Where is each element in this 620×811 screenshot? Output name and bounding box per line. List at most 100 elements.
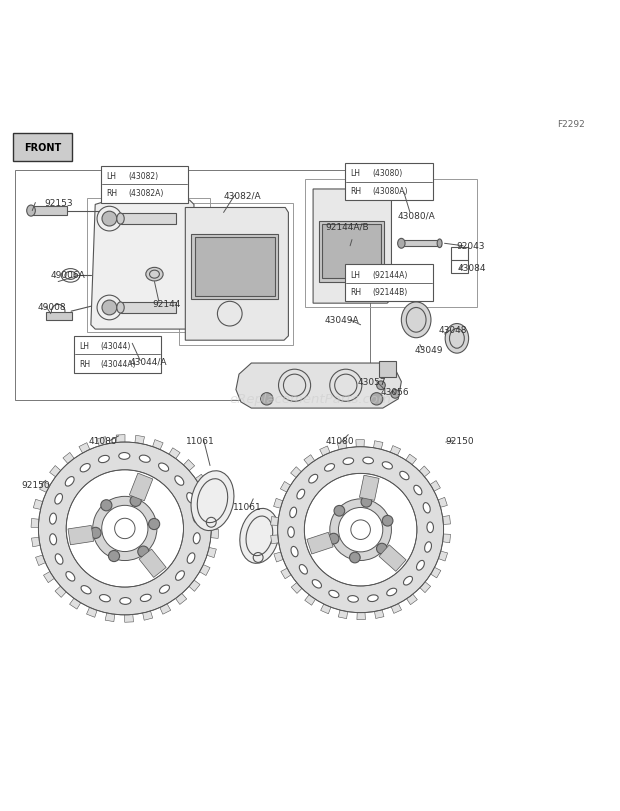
Text: 49008: 49008 bbox=[38, 303, 66, 311]
Polygon shape bbox=[135, 436, 144, 445]
Bar bbox=[120, 303, 176, 314]
Polygon shape bbox=[198, 564, 210, 576]
Circle shape bbox=[102, 301, 117, 315]
Bar bbox=[322, 225, 381, 279]
Ellipse shape bbox=[146, 268, 163, 281]
Text: 92150: 92150 bbox=[21, 480, 50, 489]
FancyBboxPatch shape bbox=[345, 265, 433, 302]
Polygon shape bbox=[188, 580, 200, 591]
Polygon shape bbox=[441, 534, 451, 543]
Circle shape bbox=[260, 393, 273, 406]
Text: 92144A/B: 92144A/B bbox=[326, 222, 369, 231]
Polygon shape bbox=[418, 466, 430, 478]
FancyBboxPatch shape bbox=[13, 134, 73, 162]
Polygon shape bbox=[203, 491, 214, 503]
Polygon shape bbox=[185, 208, 288, 341]
Text: 41080: 41080 bbox=[89, 437, 118, 446]
Text: 92150: 92150 bbox=[445, 437, 474, 446]
Ellipse shape bbox=[437, 240, 442, 248]
Text: (43080): (43080) bbox=[373, 169, 402, 178]
Text: 43056: 43056 bbox=[381, 388, 409, 397]
Text: RH: RH bbox=[79, 359, 91, 368]
Ellipse shape bbox=[401, 303, 431, 338]
Polygon shape bbox=[374, 609, 384, 619]
Text: F2292: F2292 bbox=[557, 120, 585, 129]
Ellipse shape bbox=[140, 456, 150, 463]
Text: (43044A): (43044A) bbox=[101, 359, 136, 368]
Circle shape bbox=[328, 534, 339, 544]
Circle shape bbox=[130, 496, 141, 507]
Ellipse shape bbox=[140, 594, 151, 602]
Polygon shape bbox=[304, 455, 315, 466]
Circle shape bbox=[138, 547, 149, 557]
Ellipse shape bbox=[240, 508, 279, 564]
Text: 92153: 92153 bbox=[45, 199, 73, 208]
Bar bbox=[192, 234, 278, 299]
Text: LH: LH bbox=[79, 341, 89, 351]
Text: 43044/A: 43044/A bbox=[130, 357, 167, 366]
Polygon shape bbox=[441, 516, 451, 525]
Text: LH: LH bbox=[351, 270, 361, 279]
Polygon shape bbox=[55, 586, 67, 598]
Polygon shape bbox=[357, 611, 365, 620]
Polygon shape bbox=[125, 614, 133, 623]
Circle shape bbox=[383, 516, 393, 526]
Circle shape bbox=[361, 497, 372, 508]
Bar bbox=[179, 204, 293, 345]
Polygon shape bbox=[313, 190, 391, 304]
Bar bbox=[120, 214, 176, 225]
Circle shape bbox=[102, 212, 117, 227]
Ellipse shape bbox=[99, 456, 109, 463]
Circle shape bbox=[371, 393, 383, 406]
Text: 43049A: 43049A bbox=[325, 316, 360, 325]
Text: (43080A): (43080A) bbox=[373, 187, 408, 195]
Polygon shape bbox=[63, 453, 75, 465]
Circle shape bbox=[149, 519, 160, 530]
Text: 92144: 92144 bbox=[153, 299, 181, 308]
Polygon shape bbox=[405, 454, 417, 466]
FancyBboxPatch shape bbox=[74, 337, 161, 373]
Polygon shape bbox=[130, 474, 153, 501]
Ellipse shape bbox=[417, 560, 424, 570]
Polygon shape bbox=[105, 612, 115, 622]
Text: RH: RH bbox=[106, 189, 117, 198]
Bar bbox=[31, 207, 67, 216]
Polygon shape bbox=[274, 552, 284, 562]
Bar bbox=[305, 180, 477, 308]
Polygon shape bbox=[208, 510, 218, 520]
Ellipse shape bbox=[99, 594, 110, 602]
Polygon shape bbox=[35, 555, 46, 566]
Polygon shape bbox=[195, 474, 206, 487]
Polygon shape bbox=[153, 440, 163, 451]
Polygon shape bbox=[236, 363, 401, 409]
Ellipse shape bbox=[445, 324, 469, 354]
Ellipse shape bbox=[120, 598, 131, 605]
Polygon shape bbox=[271, 517, 280, 526]
Ellipse shape bbox=[175, 476, 184, 486]
Polygon shape bbox=[169, 448, 180, 460]
Text: 43048: 43048 bbox=[439, 326, 467, 335]
Text: LH: LH bbox=[351, 169, 361, 178]
Text: 43080/A: 43080/A bbox=[397, 211, 435, 220]
Polygon shape bbox=[273, 499, 284, 508]
Ellipse shape bbox=[400, 472, 409, 480]
Text: (92144A): (92144A) bbox=[373, 270, 408, 279]
Bar bbox=[195, 238, 275, 296]
Circle shape bbox=[90, 528, 101, 539]
Polygon shape bbox=[33, 500, 43, 510]
Polygon shape bbox=[280, 482, 291, 493]
Bar bbox=[15, 171, 370, 401]
Ellipse shape bbox=[309, 474, 317, 483]
Ellipse shape bbox=[175, 571, 184, 581]
Ellipse shape bbox=[191, 471, 234, 531]
Polygon shape bbox=[373, 441, 383, 451]
Ellipse shape bbox=[80, 464, 90, 472]
Ellipse shape bbox=[27, 206, 35, 217]
Polygon shape bbox=[356, 440, 365, 448]
Polygon shape bbox=[271, 535, 280, 544]
Circle shape bbox=[391, 390, 399, 399]
Text: 41080: 41080 bbox=[326, 437, 354, 446]
Ellipse shape bbox=[187, 553, 195, 564]
Polygon shape bbox=[32, 538, 41, 547]
Polygon shape bbox=[43, 571, 55, 583]
